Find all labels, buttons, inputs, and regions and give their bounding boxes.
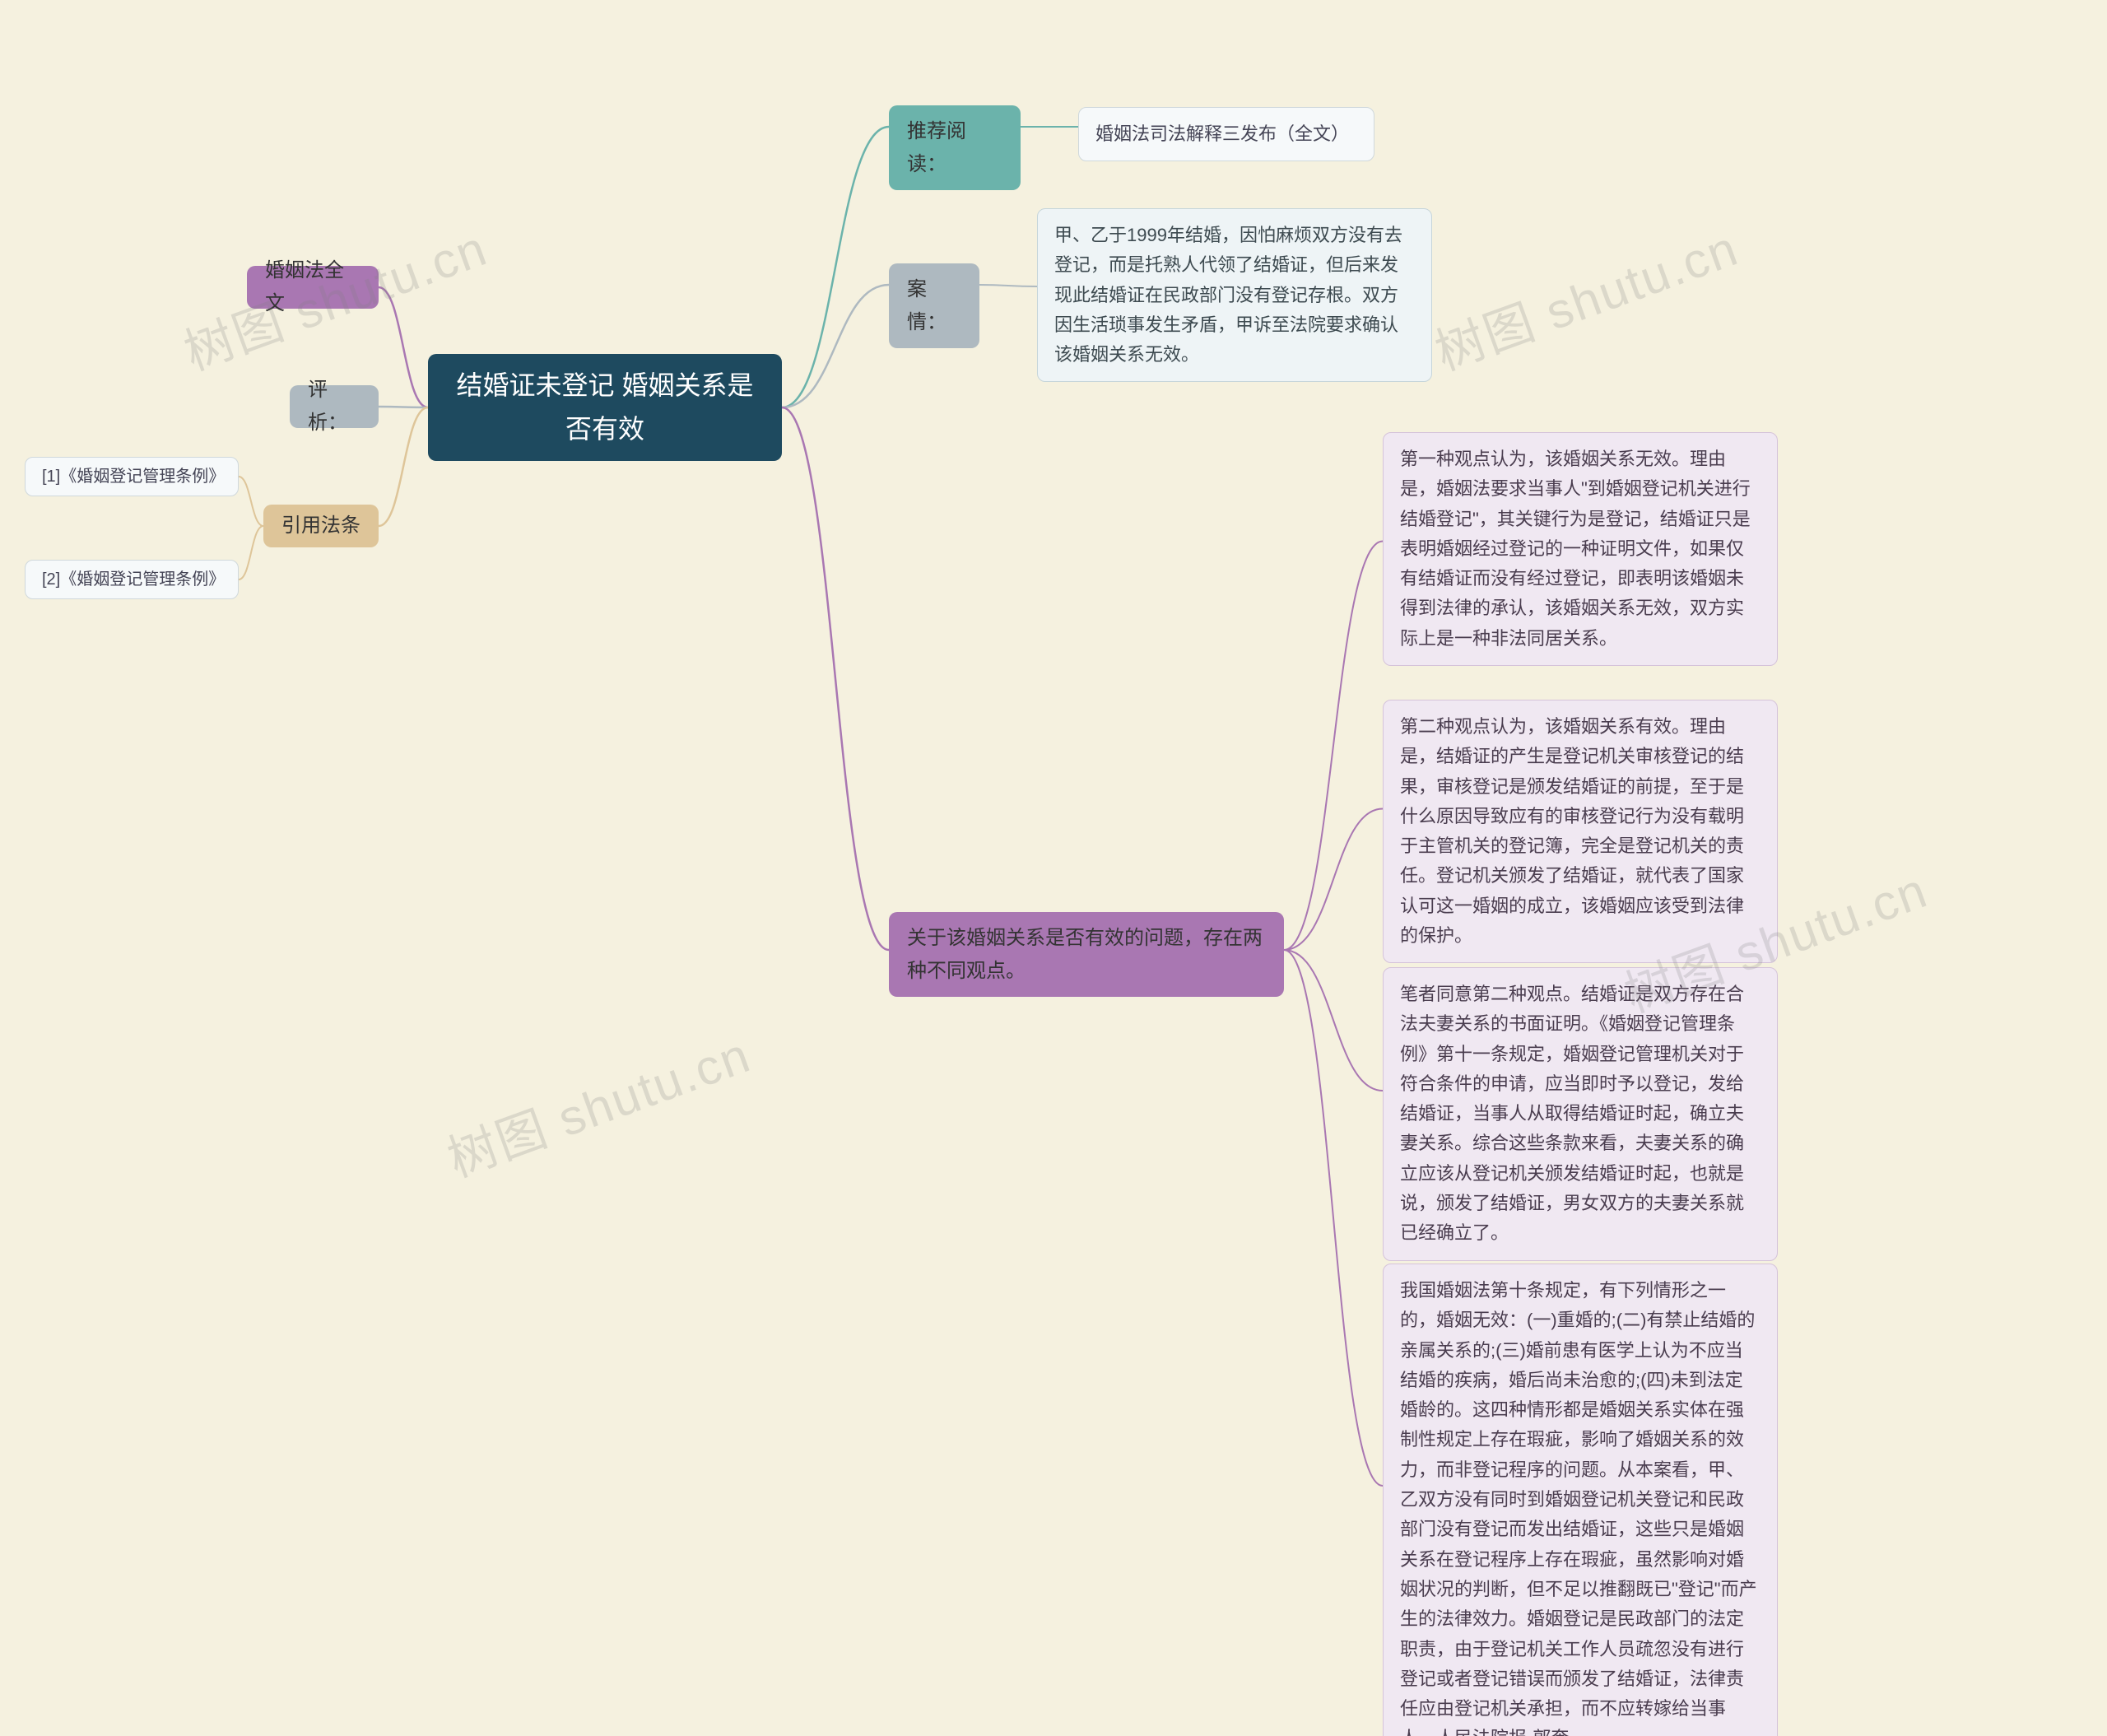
branch-recommend: 推荐阅读： <box>889 105 1021 190</box>
leaf-citations-1: [2]《婚姻登记管理条例》 <box>25 560 239 599</box>
leaf-opinions-3: 我国婚姻法第十条规定，有下列情形之一的，婚姻无效：(一)重婚的;(二)有禁止结婚… <box>1383 1264 1778 1736</box>
watermark: 树图 shutu.cn <box>1424 208 1747 384</box>
leaf-citations-0: [1]《婚姻登记管理条例》 <box>25 457 239 496</box>
leaf-opinions-2: 笔者同意第二种观点。结婚证是双方存在合法夫妻关系的书面证明。《婚姻登记管理条例》… <box>1383 967 1778 1261</box>
branch-opinions: 关于该婚姻关系是否有效的问题，存在两种不同观点。 <box>889 912 1284 997</box>
leaf-opinions-0: 第一种观点认为，该婚姻关系无效。理由是，婚姻法要求当事人"到婚姻登记机关进行结婚… <box>1383 432 1778 666</box>
watermark: 树图 shutu.cn <box>436 1015 759 1191</box>
center-topic: 结婚证未登记 婚姻关系是否有效 <box>428 354 782 461</box>
branch-case: 案情： <box>889 263 979 348</box>
branch-lawfull: 婚姻法全文 <box>247 266 379 309</box>
leaf-opinions-1: 第二种观点认为，该婚姻关系有效。理由是，结婚证的产生是登记机关审核登记的结果，审… <box>1383 700 1778 963</box>
branch-citations: 引用法条 <box>263 505 379 547</box>
leaf-case-0: 甲、乙于1999年结婚，因怕麻烦双方没有去登记，而是托熟人代领了结婚证，但后来发… <box>1037 208 1432 382</box>
leaf-recommend-0: 婚姻法司法解释三发布（全文） <box>1078 107 1374 161</box>
branch-analysis: 评析： <box>290 385 379 428</box>
